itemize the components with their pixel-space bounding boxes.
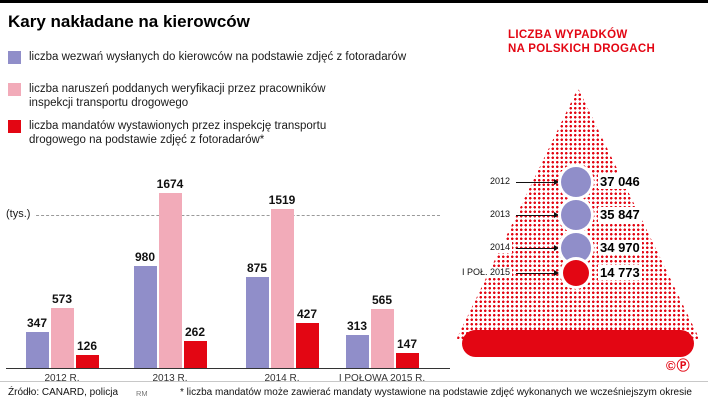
bar-value-label: 313 xyxy=(346,319,368,333)
page-title: Kary nakładane na kierowców xyxy=(8,12,250,31)
legend-item-violations: liczba naruszeń poddanych weryfikacji pr… xyxy=(8,82,369,110)
bar-value-label: 126 xyxy=(76,339,98,353)
bar-segment xyxy=(245,277,269,368)
accidents-title-line1: LICZBA WYPADKÓW xyxy=(508,29,628,41)
bar-value-label: 262 xyxy=(184,325,206,339)
arrow-line xyxy=(516,273,554,274)
bar-segment xyxy=(270,209,294,368)
accidents-panel: 2012 37 046 2013 35 847 2014 34 970 I POŁ. 201… xyxy=(440,0,708,380)
bar-segment xyxy=(133,266,157,368)
bar-value-label: 427 xyxy=(296,307,318,321)
bar-value-label: 875 xyxy=(246,261,268,275)
bar-value-label: 573 xyxy=(51,292,73,306)
copyright-mark: ©Ⓟ xyxy=(666,358,691,373)
accident-value: 35 847 xyxy=(598,207,642,222)
footnote: * liczba mandatów może zawierać mandaty … xyxy=(180,387,692,398)
arrow-line xyxy=(516,215,554,216)
arrow-head-icon xyxy=(554,212,559,218)
source-label: Źródło: CANARD, policja xyxy=(8,387,119,398)
bar-value-label: 347 xyxy=(26,316,48,330)
bar-segment xyxy=(25,332,49,368)
x-axis-label: 2013 R. xyxy=(152,373,188,384)
bar-segment xyxy=(183,341,207,368)
x-axis-label: 2012 R. xyxy=(44,373,80,384)
bar-value-label: 1519 xyxy=(268,193,296,207)
arrow-line xyxy=(516,182,554,183)
bar-value-label: 980 xyxy=(134,250,156,264)
top-border xyxy=(0,0,708,3)
accident-value: 14 773 xyxy=(598,265,642,280)
legend-swatch-purple xyxy=(8,51,21,64)
bar-chart: 347 573 126 2012 R. 980 1674 262 2013 R. 875 1519… xyxy=(25,177,426,384)
legend-item-fines: liczba mandatów wystawionych przez inspe… xyxy=(8,119,369,147)
y-axis-unit: (tys.) xyxy=(6,208,35,220)
legend-label-violations: liczba naruszeń poddanych weryfikacji pr… xyxy=(29,83,326,109)
accident-circle xyxy=(561,233,591,263)
accident-circle xyxy=(561,200,591,230)
arrow-head-icon xyxy=(554,245,559,251)
legend-swatch-red xyxy=(8,120,21,133)
accident-circle xyxy=(561,167,591,197)
accident-value: 37 046 xyxy=(598,174,642,189)
x-axis-label: 2014 R. xyxy=(264,373,300,384)
accident-year-label: 2012 xyxy=(440,176,512,187)
accidents-title: LICZBA WYPADKÓW NA POLSKICH DROGACH xyxy=(508,28,655,56)
legend-label-summons: liczba wezwań wysłanych do kierowców na … xyxy=(29,51,407,63)
bar-segment xyxy=(370,309,394,368)
arrow-head-icon xyxy=(554,270,559,276)
legend-swatch-pink xyxy=(8,83,21,96)
bar-segment xyxy=(158,193,182,368)
triangle-base-bar xyxy=(462,330,694,357)
bar-segment xyxy=(50,308,74,368)
bar-segment xyxy=(75,355,99,368)
x-axis-line xyxy=(6,368,450,369)
arrow-line xyxy=(516,248,554,249)
bar-segment xyxy=(295,323,319,368)
bar-segment xyxy=(345,335,369,368)
credit-label: RM xyxy=(136,389,148,398)
accident-value: 34 970 xyxy=(598,240,642,255)
footer-divider xyxy=(0,381,708,382)
bar-value-label: 565 xyxy=(371,293,393,307)
accident-year-label: 2013 xyxy=(440,209,512,220)
bar-segment xyxy=(395,353,419,368)
arrow-head-icon xyxy=(554,179,559,185)
x-axis-label: I POŁOWA 2015 R. xyxy=(338,373,426,384)
legend-item-summons: liczba wezwań wysłanych do kierowców na … xyxy=(8,50,469,64)
gridline-dashed xyxy=(6,215,450,216)
accident-circle xyxy=(563,260,589,286)
legend-label-fines: liczba mandatów wystawionych przez inspe… xyxy=(29,120,327,146)
bar-value-label: 1674 xyxy=(156,177,184,191)
accident-year-label: I POŁ. 2015 xyxy=(440,267,512,278)
bar-value-label: 147 xyxy=(396,337,418,351)
accidents-title-line2: NA POLSKICH DROGACH xyxy=(508,43,656,55)
accident-year-label: 2014 xyxy=(440,242,512,253)
